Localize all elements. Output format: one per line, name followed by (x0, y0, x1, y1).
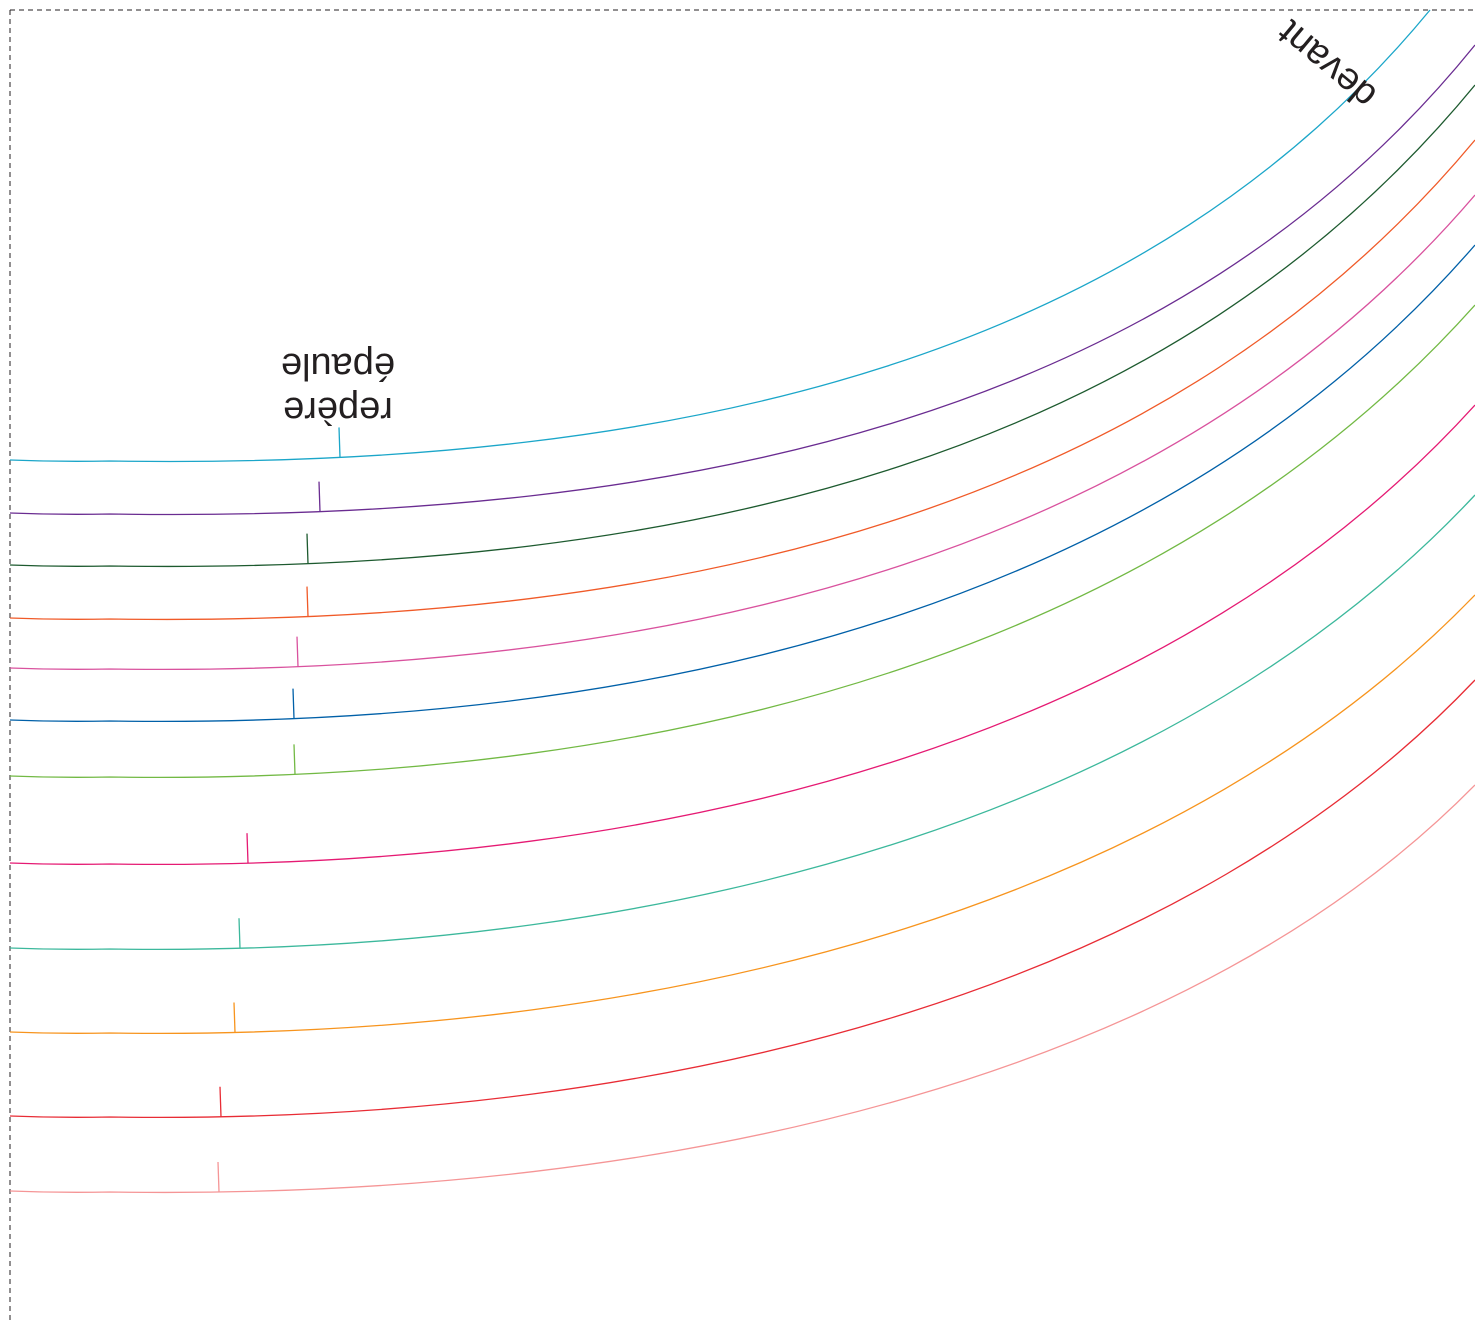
shoulder-notch-5 (296, 636, 299, 667)
size-curve-3 (9, 84, 1475, 568)
shoulder-notch-2 (318, 481, 321, 512)
size-curve-1 (9, 9, 1431, 463)
shoulder-label-line1: repère (283, 389, 393, 431)
shoulder-notch-11 (219, 1086, 222, 1117)
shoulder-notch-10 (233, 1002, 236, 1033)
size-curve-6 (9, 244, 1475, 723)
size-curve-11 (9, 679, 1475, 1119)
shoulder-notch-7 (293, 744, 296, 775)
size-curve-4 (9, 139, 1475, 621)
front-label: devant (1270, 11, 1385, 117)
size-curve-10 (9, 594, 1475, 1035)
shoulder-notch-4 (306, 586, 309, 617)
shoulder-notch-6 (292, 688, 295, 719)
shoulder-notch-1 (338, 427, 341, 458)
size-curve-2 (9, 44, 1475, 516)
shoulder-mark-label: repère épaule (281, 345, 395, 431)
shoulder-label-line2: épaule (281, 345, 395, 387)
shoulder-notch-8 (246, 833, 249, 864)
size-curve-12 (9, 784, 1475, 1194)
size-curve-9 (9, 494, 1475, 951)
shoulder-notch-9 (238, 918, 241, 949)
shoulder-notch-12 (217, 1161, 220, 1193)
size-curve-5 (9, 194, 1475, 671)
shoulder-notch-3 (306, 533, 309, 564)
size-curve-7 (9, 304, 1475, 779)
size-neckline-curves (9, 9, 1475, 1194)
size-curve-8 (9, 404, 1475, 866)
